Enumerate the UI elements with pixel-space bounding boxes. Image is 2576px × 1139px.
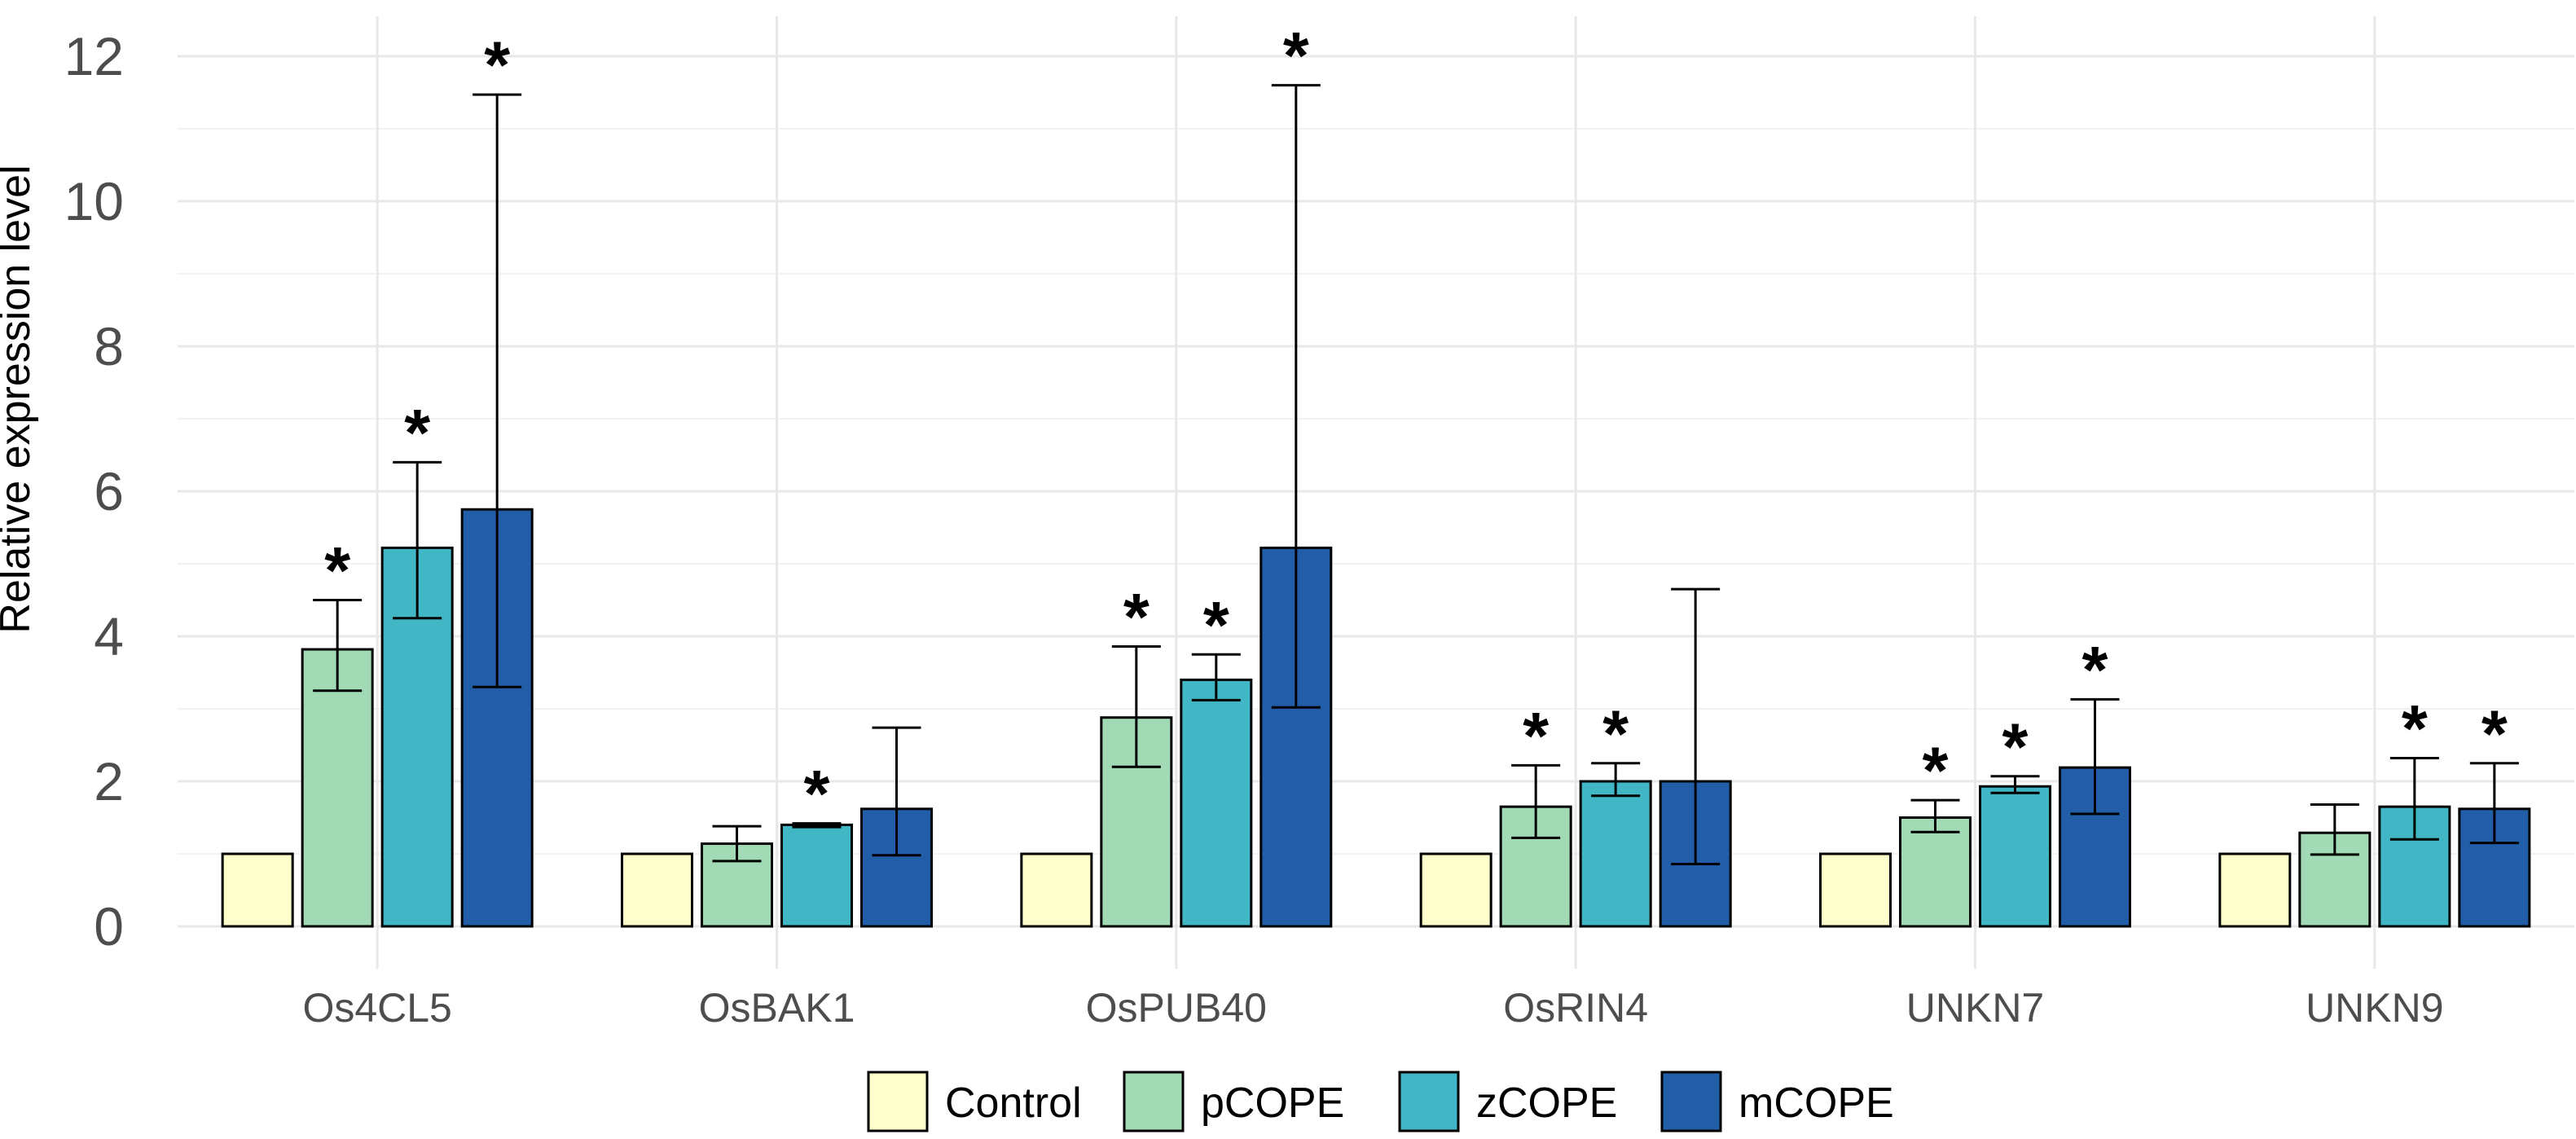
bar-pCOPE-UNKN7: [1899, 816, 1972, 928]
significance-star: *: [324, 534, 350, 609]
x-tick-label: OsRIN4: [1503, 985, 1648, 1031]
significance-star: *: [404, 396, 430, 470]
legend: Control pCOPE zCOPE mCOPE: [867, 1071, 1894, 1132]
legend-swatch-pCOPE: [1123, 1071, 1185, 1132]
y-tick-label: 2: [94, 751, 124, 811]
legend-swatch-zCOPE: [1398, 1071, 1460, 1132]
error-bars: [313, 84, 2519, 865]
significance-star: *: [1602, 697, 1629, 772]
bar-Control-OsBAK1: [621, 852, 693, 928]
bars: [221, 508, 2531, 928]
significance-star: *: [2002, 710, 2029, 785]
x-tick-label: OsPUB40: [1086, 985, 1267, 1031]
y-tick-label: 4: [94, 606, 124, 666]
significance-star: *: [1923, 734, 1949, 808]
legend-swatch-Control: [867, 1071, 929, 1132]
significance-star: *: [1283, 20, 1309, 94]
bar-zCOPE-OsRIN4: [1579, 780, 1652, 928]
bar-Control-UNKN9: [2218, 852, 2292, 928]
significance-star: *: [1203, 588, 1229, 662]
y-axis-ticks: 0 2 4 6 8 10 12: [64, 26, 124, 956]
x-axis-ticks: Os4CL5 OsBAK1 OsPUB40 OsRIN4 UNKN7 UNKN9: [302, 985, 2443, 1031]
bar-Control-OsPUB40: [1020, 852, 1093, 928]
significance-star: *: [804, 758, 830, 832]
y-tick-label: 0: [94, 896, 124, 956]
significance-star: *: [484, 29, 510, 103]
bar-zCOPE-OsBAK1: [780, 823, 853, 928]
significance-star: *: [1523, 699, 1549, 773]
significance-markers: * * * * * * * * * * * * * *: [324, 20, 2508, 832]
significance-star: *: [2481, 697, 2508, 772]
bar-Control-UNKN7: [1819, 852, 1892, 928]
legend-label-pCOPE: pCOPE: [1201, 1080, 1344, 1127]
bar-zCOPE-UNKN7: [1979, 785, 2051, 928]
legend-swatch-mCOPE: [1660, 1071, 1722, 1132]
bar-Control-OsRIN4: [1419, 852, 1492, 928]
significance-star: *: [1123, 580, 1150, 654]
significance-star: *: [2082, 633, 2108, 707]
y-tick-label: 8: [94, 316, 124, 376]
x-tick-label: UNKN9: [2306, 985, 2443, 1031]
y-tick-label: 6: [94, 461, 124, 521]
significance-star: *: [2402, 693, 2428, 767]
x-tick-label: UNKN7: [1906, 985, 2044, 1031]
legend-label-zCOPE: zCOPE: [1476, 1080, 1617, 1127]
bar-zCOPE-OsPUB40: [1180, 678, 1253, 928]
y-axis-label: Relative expression level: [0, 165, 39, 633]
legend-label-mCOPE: mCOPE: [1739, 1080, 1894, 1127]
grid: [178, 16, 2574, 969]
y-tick-label: 12: [64, 26, 124, 86]
y-tick-label: 10: [64, 171, 124, 231]
x-tick-label: OsBAK1: [699, 985, 855, 1031]
x-tick-label: Os4CL5: [302, 985, 451, 1031]
legend-label-Control: Control: [945, 1080, 1082, 1127]
bar-Control-Os4CL5: [221, 852, 294, 928]
